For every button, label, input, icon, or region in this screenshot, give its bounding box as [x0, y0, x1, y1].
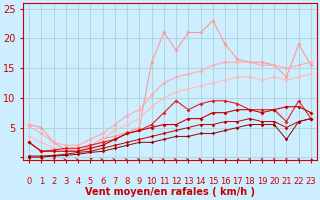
X-axis label: Vent moyen/en rafales ( km/h ): Vent moyen/en rafales ( km/h ): [85, 187, 255, 197]
